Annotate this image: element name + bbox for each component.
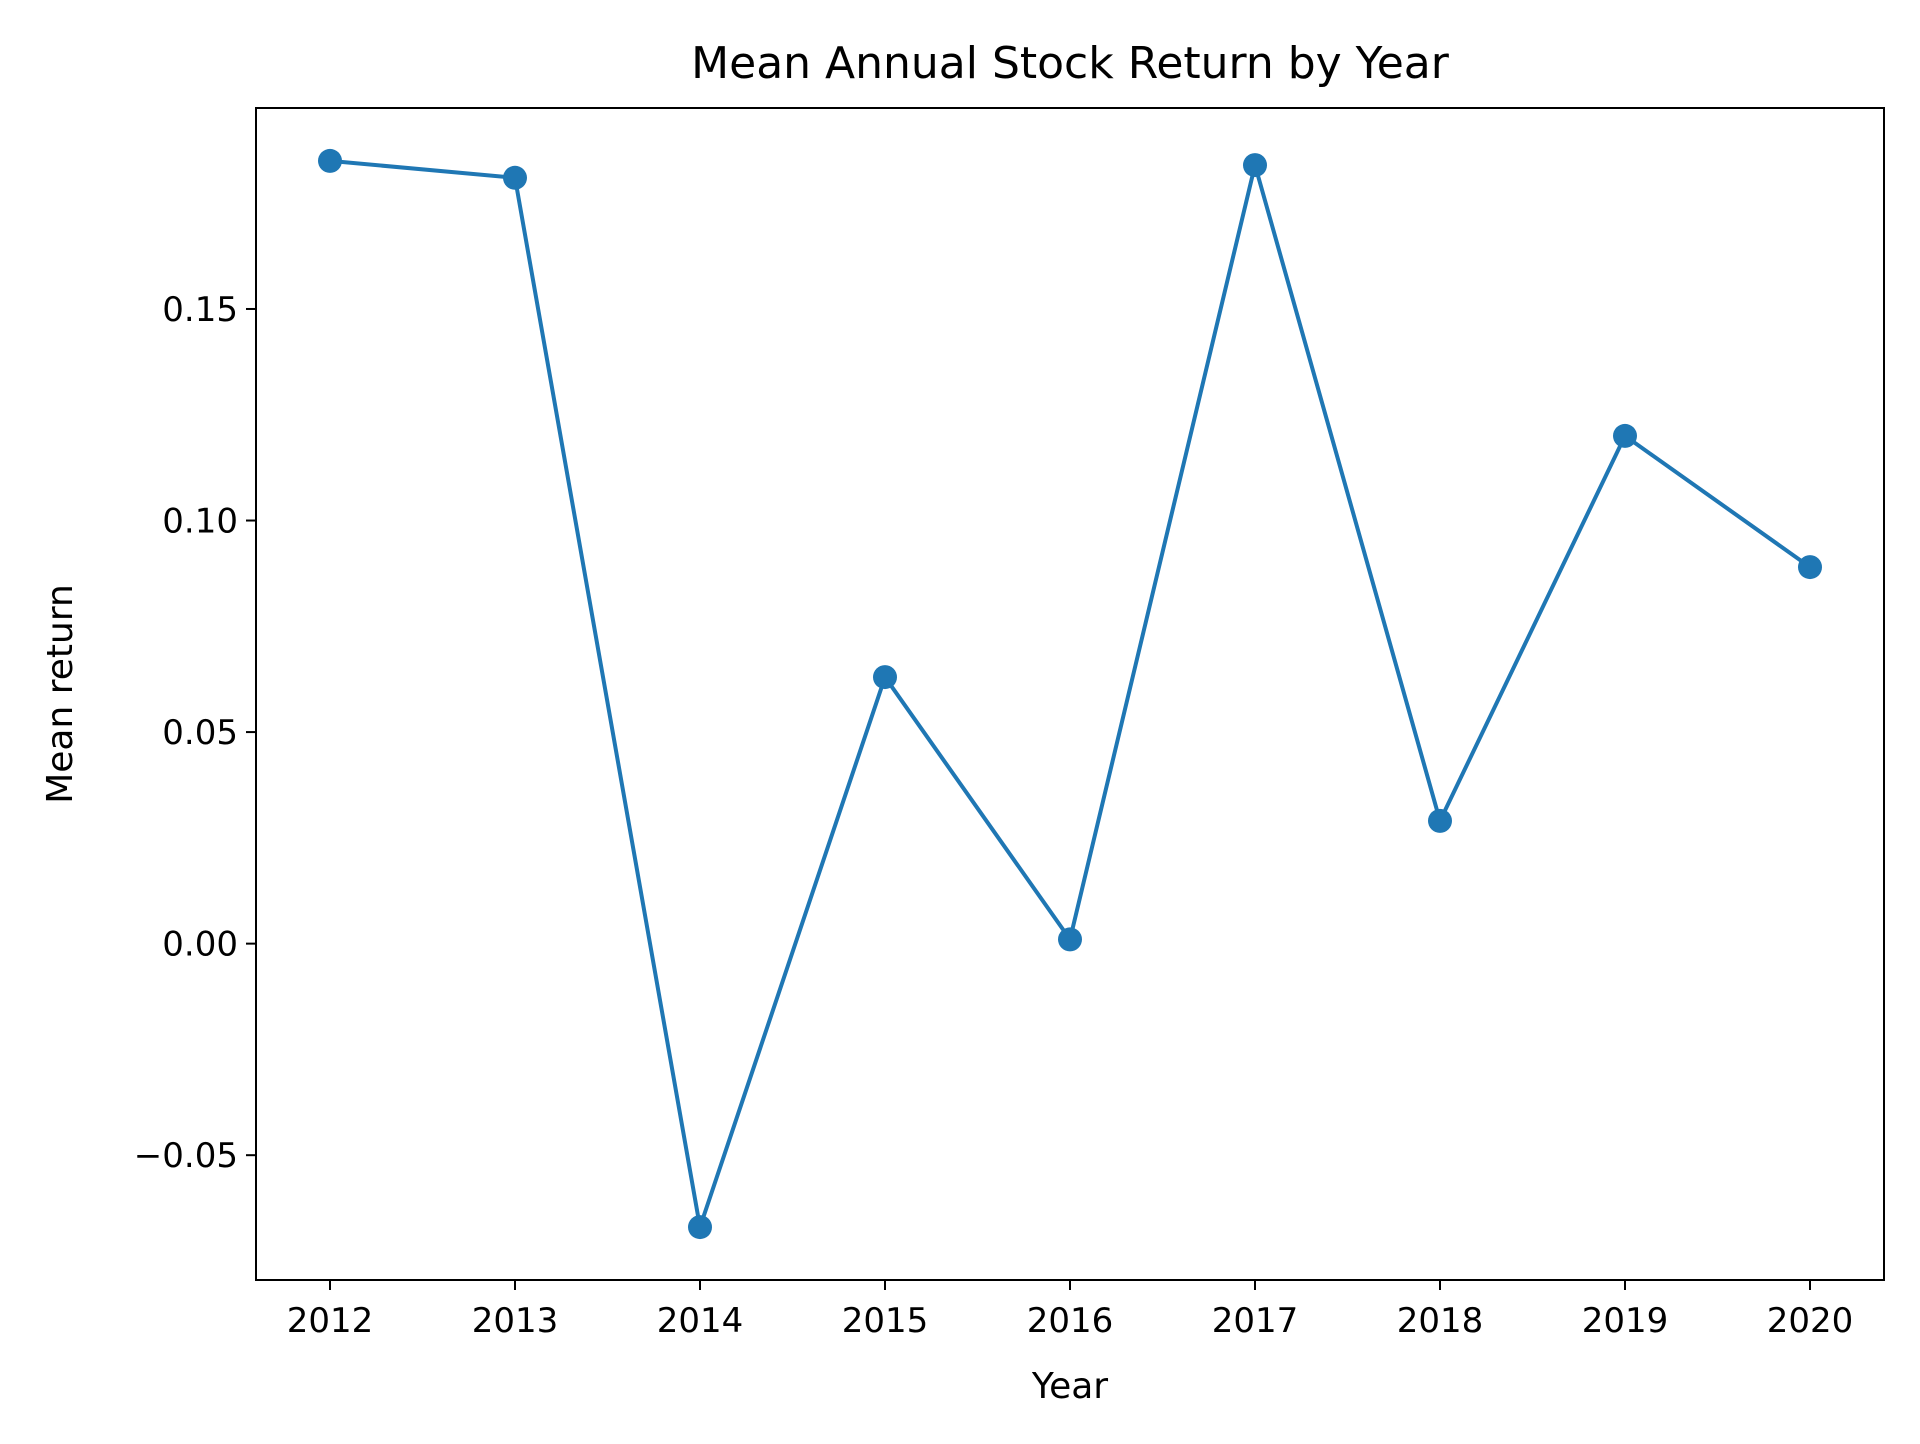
data-point [1428, 808, 1452, 833]
x-tick-label: 2014 [657, 1301, 744, 1341]
x-axis: 2012 2013 2014 2015 2016 2017 2018 2019 2020 [287, 1280, 1854, 1341]
y-tick-label: 0.05 [162, 713, 238, 753]
data-point [503, 165, 527, 190]
y-axis: −0.05 0.00 0.05 0.10 0.15 [134, 290, 256, 1176]
y-tick-label: 0.10 [162, 502, 238, 542]
x-tick-label: 2016 [1027, 1301, 1114, 1341]
x-tick-label: 2015 [842, 1301, 929, 1341]
y-tick-label: 0.00 [162, 925, 238, 965]
data-point [318, 148, 342, 173]
x-tick-label: 2020 [1767, 1301, 1854, 1341]
plot-frame [255, 107, 1885, 1281]
data-point [1058, 927, 1082, 952]
x-tick-label: 2019 [1582, 1301, 1669, 1341]
chart-title: Mean Annual Stock Return by Year [691, 38, 1450, 89]
y-tick-label: 0.15 [162, 290, 238, 330]
y-tick-label: −0.05 [134, 1136, 238, 1176]
x-tick-label: 2013 [472, 1301, 559, 1341]
data-point [1243, 153, 1267, 178]
data-point [688, 1215, 712, 1240]
data-point [1613, 423, 1637, 448]
x-tick-label: 2018 [1397, 1301, 1484, 1341]
x-tick-label: 2017 [1212, 1301, 1299, 1341]
x-axis-label: Year [1031, 1366, 1108, 1407]
x-tick-label: 2012 [287, 1301, 374, 1341]
data-point [873, 665, 897, 690]
series-layer [318, 148, 1822, 1240]
data-point [1798, 555, 1822, 580]
y-axis-label: Mean return [40, 584, 81, 804]
